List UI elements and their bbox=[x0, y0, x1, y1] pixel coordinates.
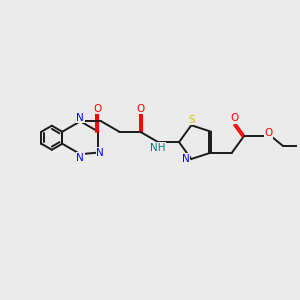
Text: S: S bbox=[188, 115, 195, 125]
Text: N: N bbox=[76, 112, 84, 123]
Text: O: O bbox=[136, 103, 144, 114]
Text: O: O bbox=[93, 103, 101, 114]
Text: N: N bbox=[97, 148, 104, 158]
Text: O: O bbox=[265, 128, 273, 138]
Text: O: O bbox=[230, 113, 238, 124]
Text: N: N bbox=[76, 153, 84, 163]
Text: NH: NH bbox=[150, 142, 166, 152]
Text: N: N bbox=[182, 154, 190, 164]
